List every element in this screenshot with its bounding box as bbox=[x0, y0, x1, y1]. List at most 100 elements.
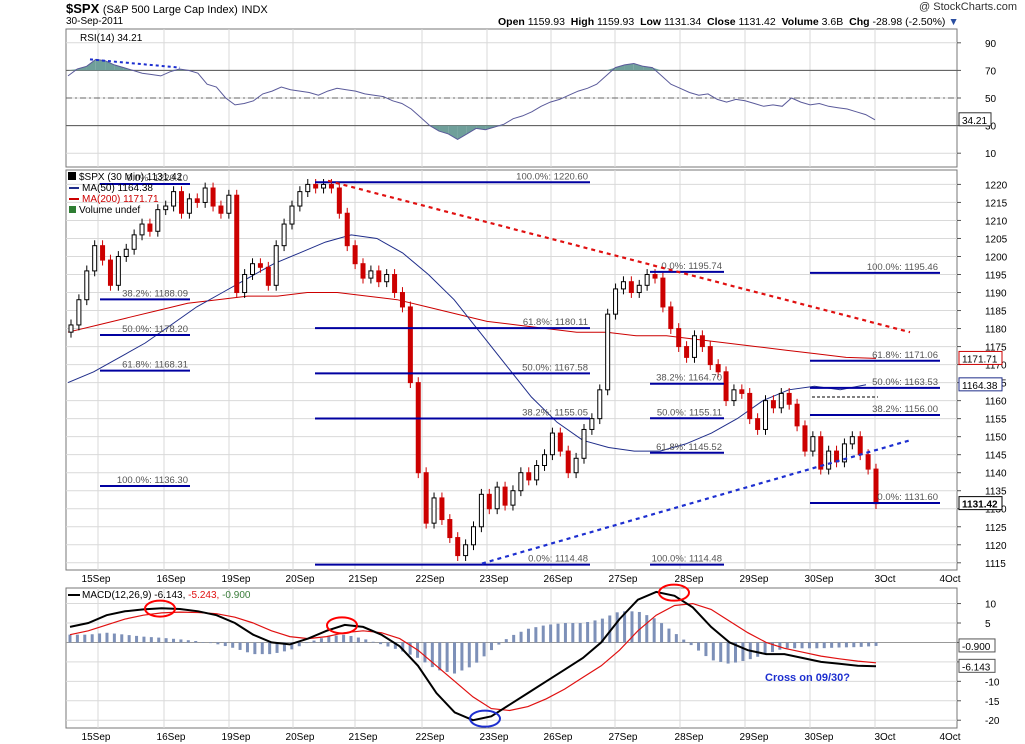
x-tick-label: 3Oct bbox=[874, 574, 895, 585]
rsi-oversold-fill bbox=[457, 125, 467, 140]
macd-histogram-bar bbox=[467, 642, 471, 668]
candle-body bbox=[786, 392, 792, 405]
candle-body bbox=[76, 299, 82, 326]
macd-line bbox=[69, 590, 877, 722]
macd-value-box bbox=[958, 638, 996, 653]
y-tick-label: -20 bbox=[985, 716, 1000, 727]
candle-body bbox=[557, 432, 563, 452]
legend-ma200: MA(200) 1171.71 bbox=[82, 194, 159, 205]
y-tick-label: 1150 bbox=[985, 433, 1007, 444]
fib-label: 0.0%: 1195.74 bbox=[661, 261, 722, 272]
macd-histogram-bar bbox=[223, 642, 227, 647]
candle-body bbox=[510, 490, 516, 506]
candle-body bbox=[392, 274, 398, 294]
candle-body bbox=[589, 418, 595, 430]
candle-body bbox=[770, 400, 776, 409]
chg-dropdown-icon[interactable]: ▼ bbox=[948, 16, 959, 28]
legend-ma50: MA(50) 1164.38 bbox=[82, 183, 153, 194]
candle-body bbox=[778, 392, 784, 409]
fib-label: 61.8%: 1168.31 bbox=[122, 360, 188, 371]
candle-body bbox=[447, 519, 453, 539]
axis-value-label: 1164.38 bbox=[962, 381, 998, 392]
y-tick-label: 1160 bbox=[985, 397, 1007, 408]
macd-histogram-bar bbox=[386, 642, 390, 647]
rsi-oversold-fill bbox=[466, 125, 477, 134]
macd-histogram-bar bbox=[645, 615, 649, 643]
candle-body bbox=[810, 436, 816, 452]
macd-histogram-bar bbox=[297, 642, 301, 647]
candle-body bbox=[605, 313, 611, 391]
macd-histogram-bar bbox=[600, 618, 604, 643]
fib-label: 100.0%: 1220.60 bbox=[516, 171, 588, 182]
rsi-overbought-fill bbox=[633, 63, 644, 71]
rsi-overbought-fill bbox=[615, 64, 625, 71]
macd-histogram-bar bbox=[697, 642, 701, 651]
candle-body bbox=[423, 472, 429, 524]
macd-histogram-bar bbox=[541, 625, 545, 643]
candle-body bbox=[471, 526, 476, 546]
open-value: 1159.93 bbox=[527, 16, 565, 28]
macd-histogram-bar bbox=[726, 642, 730, 664]
x-tick-label: 15Sep bbox=[82, 574, 111, 585]
macd-histogram-bar bbox=[822, 642, 826, 649]
macd-histogram-bar bbox=[512, 634, 516, 643]
macd-histogram-bar bbox=[68, 634, 72, 643]
candle-body bbox=[534, 464, 540, 481]
candle-body bbox=[818, 436, 824, 470]
candle-body bbox=[305, 183, 311, 193]
macd-histogram-bar bbox=[275, 642, 279, 653]
fib-label: 38.2%: 1188.09 bbox=[122, 288, 188, 299]
rsi-oversold-fill bbox=[448, 125, 458, 140]
macd-histogram-bar bbox=[504, 639, 508, 643]
candle-body bbox=[107, 259, 113, 286]
candle-body bbox=[755, 418, 761, 430]
macd-panel: 1050-5-10-15-2015Sep16Sep19Sep20Sep21Sep… bbox=[65, 583, 1000, 743]
ma200-line bbox=[67, 292, 877, 359]
rsi-overbought-fill bbox=[114, 64, 124, 71]
x-tick-label: 4Oct bbox=[939, 574, 960, 585]
candle-body bbox=[439, 497, 445, 521]
candle-body bbox=[407, 306, 413, 384]
y-tick-label: 1210 bbox=[985, 216, 1008, 227]
macd-histogram-bar bbox=[356, 637, 360, 643]
macd-histogram-bar bbox=[364, 639, 368, 643]
candle-body bbox=[155, 209, 161, 232]
x-tick-label: 4Oct bbox=[939, 732, 960, 743]
fib-label: 38.2%: 1164.70 bbox=[656, 373, 722, 384]
macd-histogram-bar bbox=[393, 642, 397, 649]
low-value: 1131.34 bbox=[664, 16, 702, 28]
macd-histogram-bar bbox=[578, 623, 582, 643]
macd-histogram-bar bbox=[704, 642, 708, 657]
macd-histogram-bar bbox=[571, 623, 575, 643]
rsi-overbought-fill bbox=[624, 63, 634, 71]
macd-histogram-bar bbox=[482, 642, 486, 657]
fib-label: 50.0%: 1167.58 bbox=[522, 362, 588, 373]
macd-histogram-bar bbox=[519, 631, 523, 643]
candle-body bbox=[620, 281, 626, 290]
rsi-line bbox=[67, 58, 876, 140]
macd-histogram-bar bbox=[689, 642, 693, 646]
candle-body bbox=[163, 205, 169, 211]
macd-histogram-bar bbox=[460, 642, 464, 671]
candle-body bbox=[502, 486, 508, 506]
macd-histogram-bar bbox=[778, 642, 782, 650]
macd-histogram-bar bbox=[815, 642, 819, 649]
y-tick-label: 1190 bbox=[985, 289, 1007, 300]
candle-body bbox=[628, 281, 634, 294]
candle-body bbox=[415, 382, 421, 474]
macd-histogram-bar bbox=[652, 618, 656, 643]
close-value: 1131.42 bbox=[738, 16, 776, 28]
macd-histogram-bar bbox=[489, 642, 493, 651]
macd-histogram-bar bbox=[719, 642, 723, 662]
candle-body bbox=[684, 346, 690, 358]
candle-body bbox=[463, 544, 469, 557]
candle-body bbox=[731, 389, 737, 402]
candle-body bbox=[336, 187, 342, 214]
macd-histogram-bar bbox=[401, 642, 405, 652]
y-tick-label: -15 bbox=[985, 697, 1000, 708]
macd-histogram-bar bbox=[312, 640, 316, 643]
y-tick-label: 1185 bbox=[985, 307, 1007, 318]
y-tick-label: 50 bbox=[985, 94, 997, 105]
candle-body bbox=[431, 497, 437, 524]
y-tick-label: 1115 bbox=[985, 559, 1006, 570]
